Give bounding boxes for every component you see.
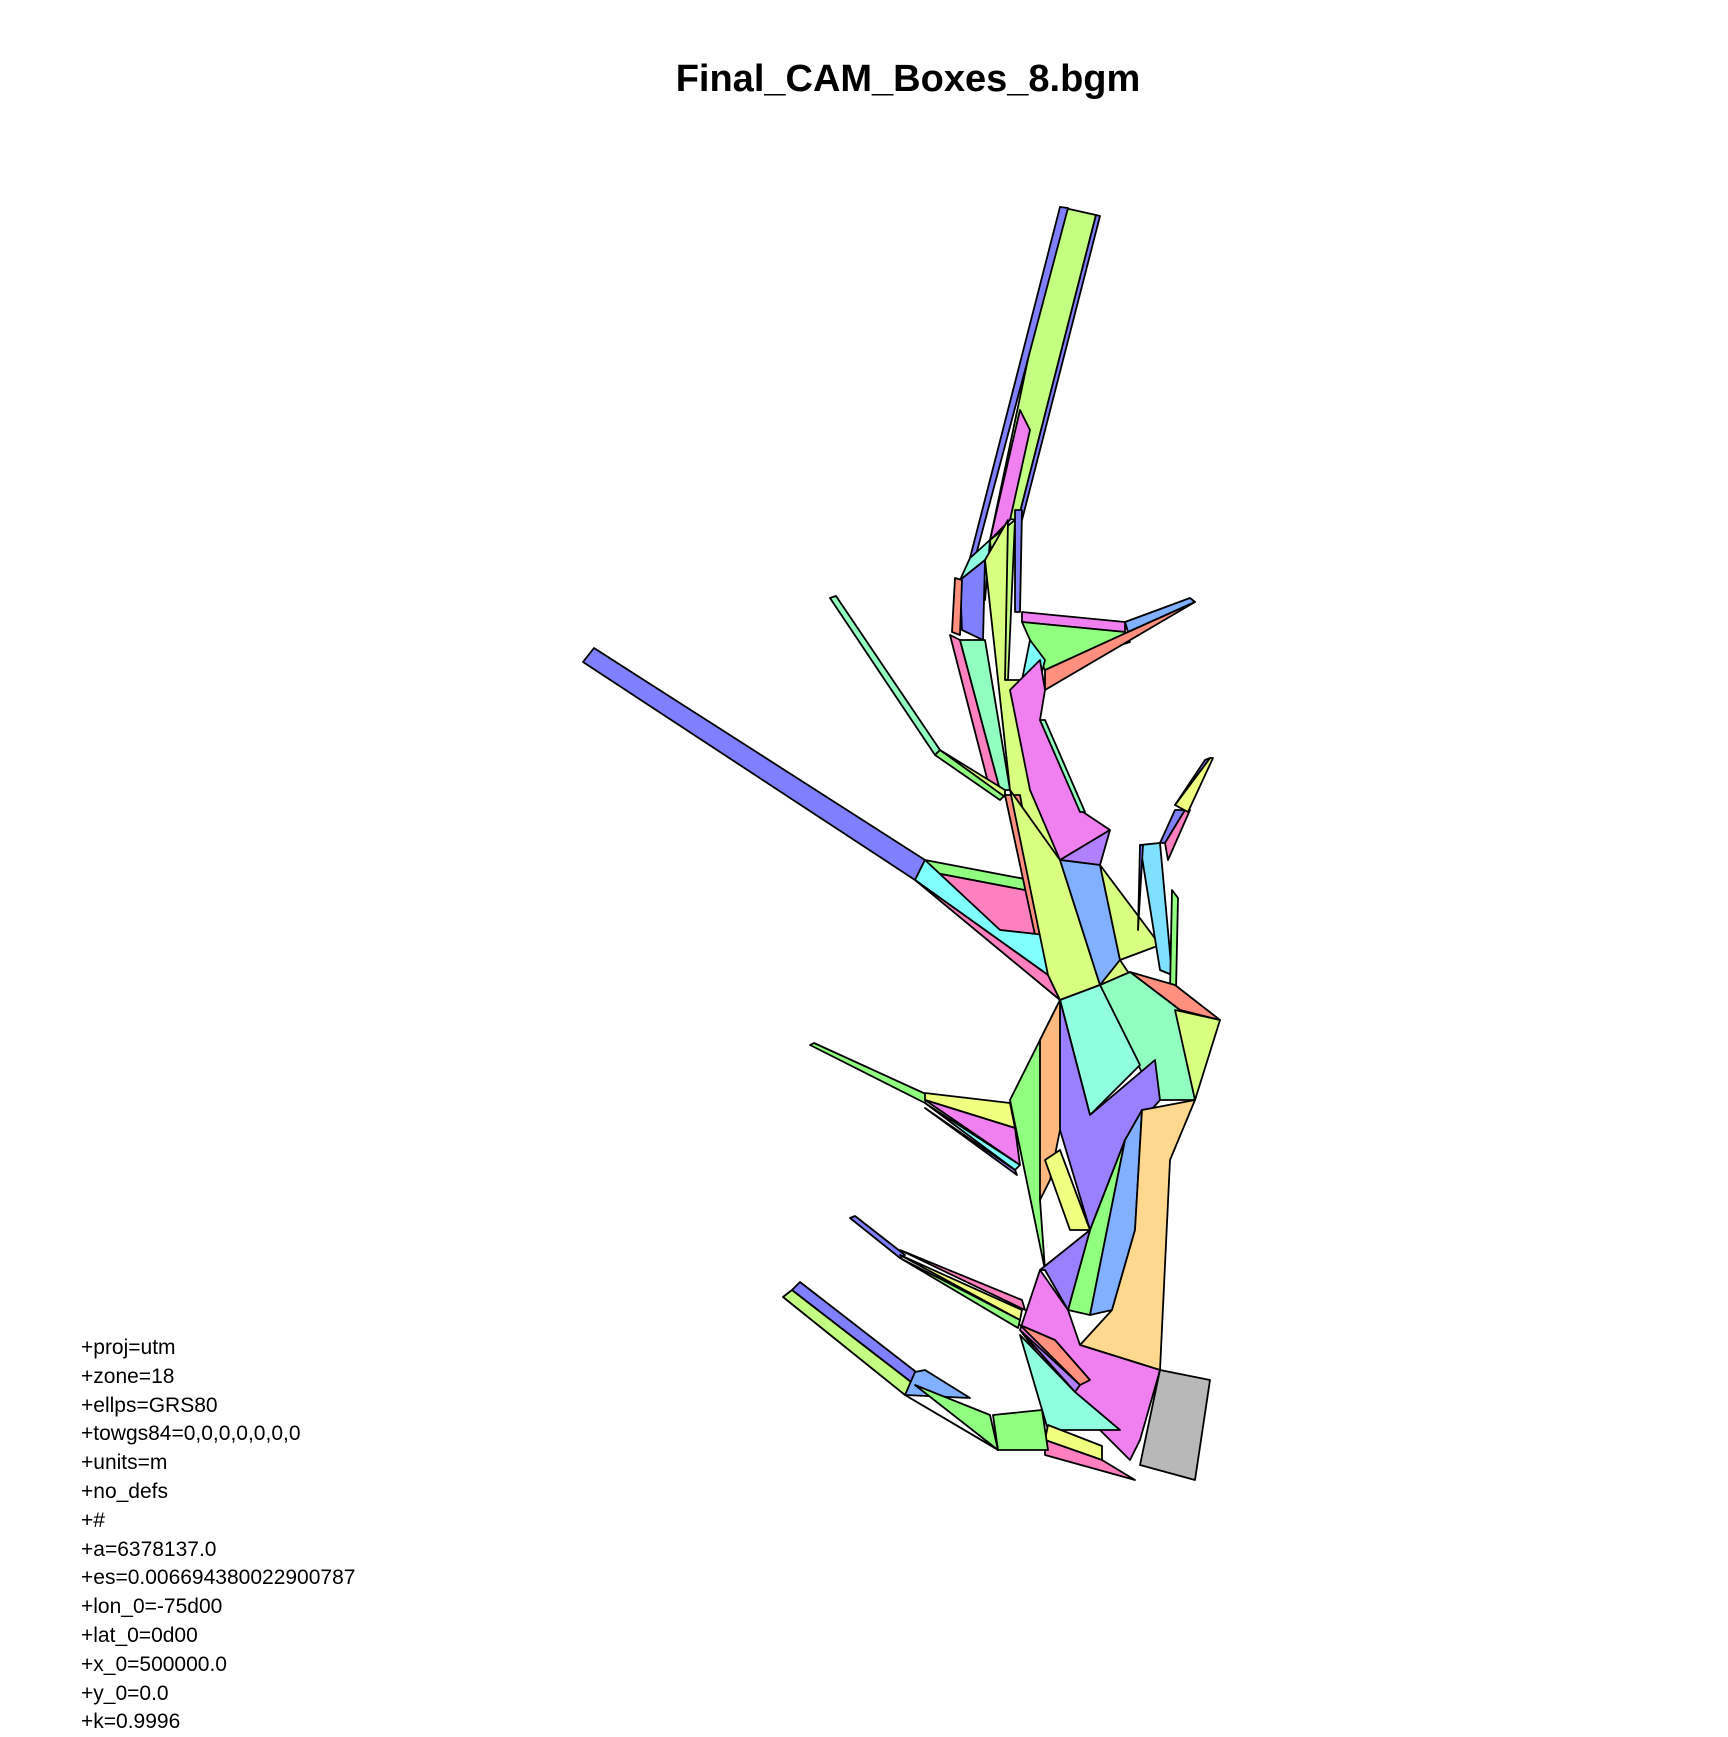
box-polygon [1019,1324,1091,1386]
proj-line: +no_defs [81,1479,168,1503]
box-polygon [1174,757,1214,813]
box-polygon [899,1257,1021,1329]
box-polygon [1019,1329,1081,1393]
proj-line: +units=m [81,1451,168,1475]
box-polygon [899,1254,1023,1321]
box-polygon [914,1384,999,1451]
box-polygon [1039,719,1086,813]
proj-line: +lon_0=-75d00 [81,1595,223,1619]
box-polygon [951,577,963,636]
box-polygon [899,1249,1026,1311]
proj-line: +es=0.006694380022900787 [81,1566,356,1590]
box-polygon [939,749,1006,798]
box-polygon [1124,597,1196,633]
proj-line: +zone=18 [81,1364,175,1388]
box-polygon [1019,1334,1121,1431]
map-title: Final_CAM_Boxes_8.bgm [675,58,1141,100]
box-polygon [992,1409,1049,1451]
box-polygon [924,1102,1021,1171]
box-polygon [1137,844,1144,931]
box-polygon [1174,757,1211,806]
box-polygon [582,647,926,881]
box-polygon [1164,809,1191,861]
proj-line: +y_0=0.0 [81,1681,169,1705]
proj-line: +towgs84=0,0,0,0,0,0,0 [81,1422,301,1446]
box-polygon [904,1394,999,1451]
box-polygon [1099,864,1161,961]
box-polygon [849,1215,906,1259]
box-polygon [829,595,941,756]
box-polygon [1174,1009,1221,1101]
box-polygon [1014,509,1023,613]
proj-line: +ellps=GRS80 [81,1393,218,1417]
box-polygon [1139,842,1173,976]
proj-line: +lat_0=0d00 [81,1623,198,1647]
box-polygon [809,1042,929,1104]
box-polygon [1169,889,1179,991]
boundary-box [1139,1369,1211,1481]
projection-string: +proj=utm +zone=18 +ellps=GRS80 +towgs84… [81,1334,355,1737]
box-polygon [782,1289,916,1396]
proj-line: +a=6378137.0 [81,1537,217,1561]
proj-line: +x_0=500000.0 [81,1652,227,1676]
box-polygon [989,409,1031,541]
box-polygon [791,1281,921,1386]
proj-line: +k=0.9996 [81,1710,181,1734]
proj-line: +# [81,1508,105,1532]
box-polygon [924,1107,1018,1176]
proj-line: +proj=utm [81,1336,176,1359]
